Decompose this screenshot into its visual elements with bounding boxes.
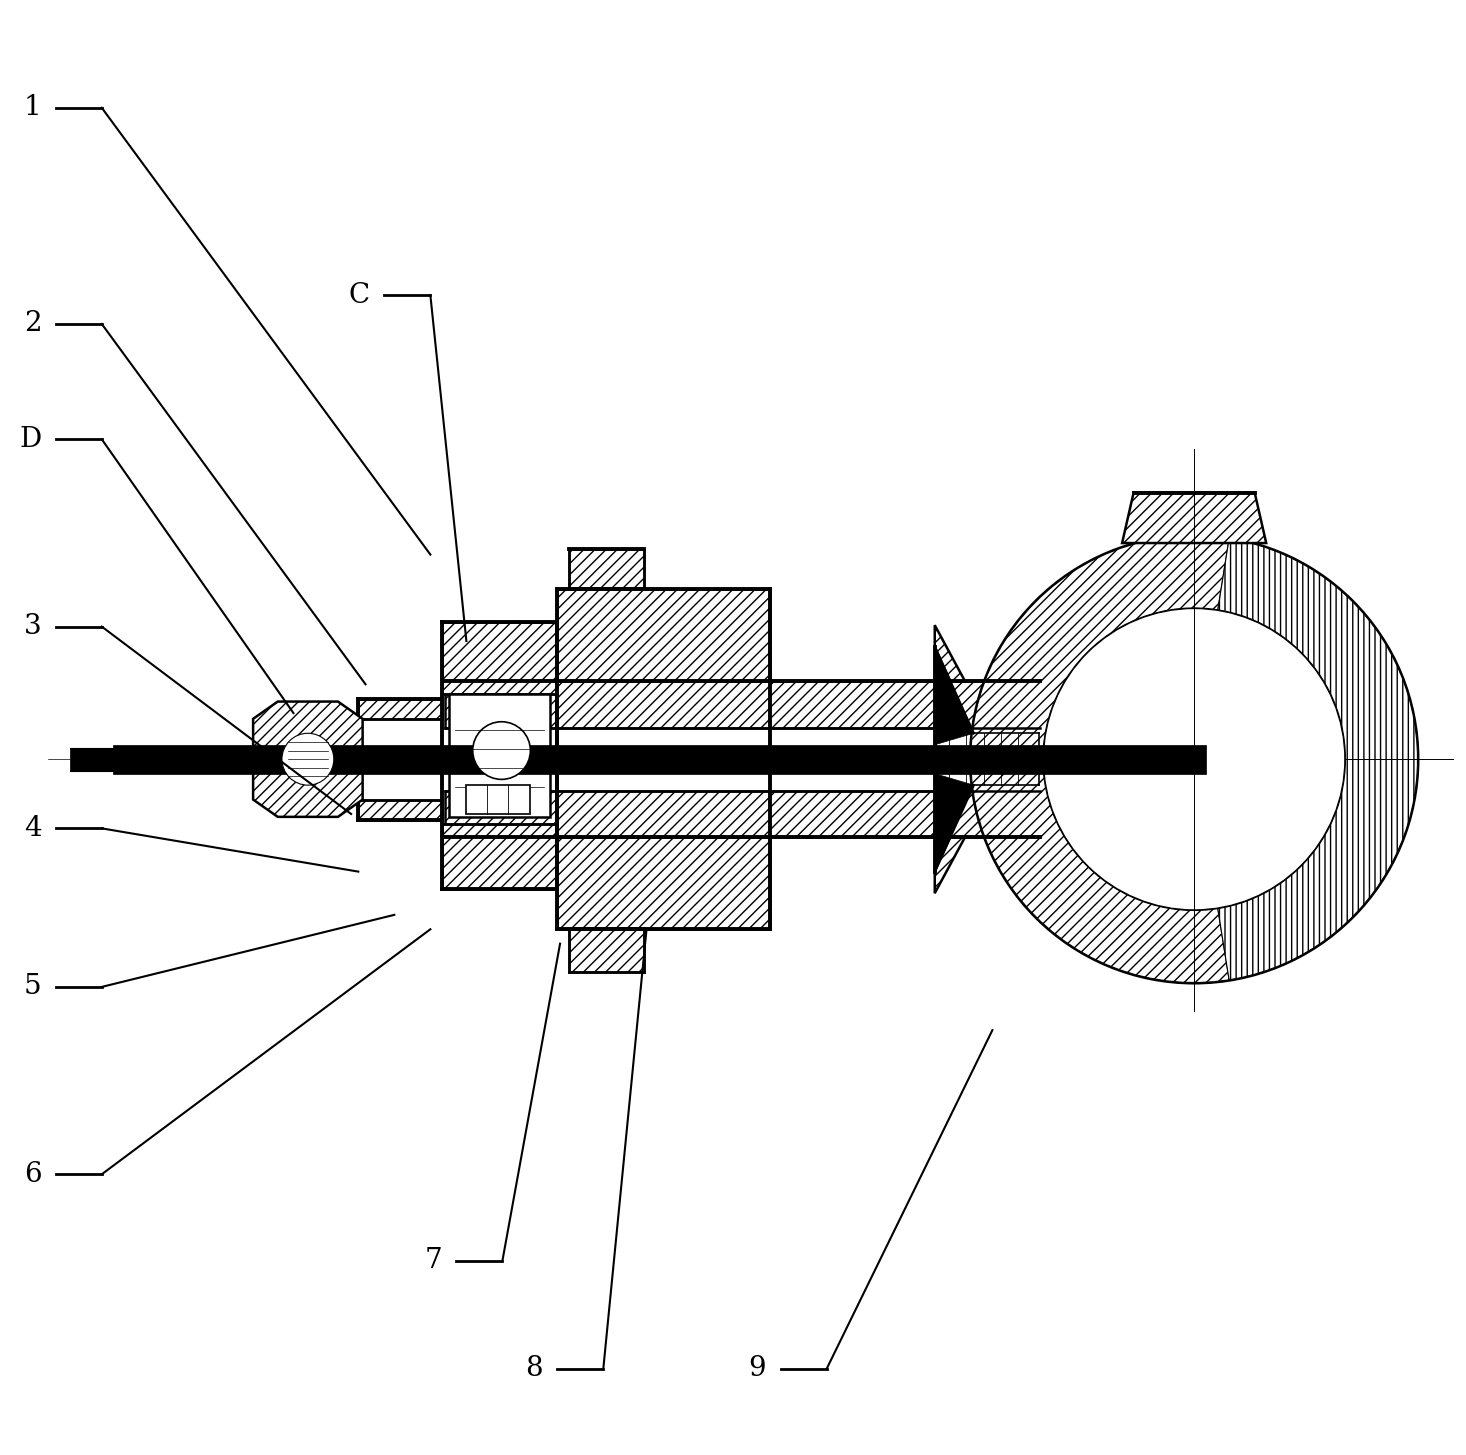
Polygon shape bbox=[935, 774, 973, 872]
Polygon shape bbox=[557, 837, 771, 930]
Polygon shape bbox=[935, 647, 973, 745]
Circle shape bbox=[1042, 608, 1346, 911]
Polygon shape bbox=[935, 626, 973, 733]
Polygon shape bbox=[113, 745, 1205, 774]
Circle shape bbox=[1014, 579, 1374, 940]
Bar bbox=[449, 694, 550, 816]
Polygon shape bbox=[1121, 493, 1267, 543]
Text: 5: 5 bbox=[23, 973, 41, 1001]
Text: 8: 8 bbox=[525, 1355, 542, 1382]
Polygon shape bbox=[358, 698, 441, 719]
Text: D: D bbox=[19, 426, 41, 453]
Polygon shape bbox=[444, 792, 1039, 837]
Text: 6: 6 bbox=[23, 1161, 41, 1187]
Bar bbox=[466, 786, 529, 813]
Polygon shape bbox=[569, 930, 644, 972]
Circle shape bbox=[281, 733, 334, 786]
Text: C: C bbox=[349, 282, 369, 308]
Circle shape bbox=[970, 535, 1418, 982]
Text: 3: 3 bbox=[23, 613, 41, 640]
Polygon shape bbox=[70, 748, 254, 771]
Text: 4: 4 bbox=[23, 815, 41, 842]
Polygon shape bbox=[254, 701, 362, 816]
Polygon shape bbox=[557, 589, 771, 681]
Text: 2: 2 bbox=[23, 310, 41, 338]
Text: 1: 1 bbox=[23, 95, 41, 121]
Polygon shape bbox=[444, 681, 1039, 728]
Text: 7: 7 bbox=[424, 1247, 441, 1275]
Polygon shape bbox=[569, 549, 644, 589]
Polygon shape bbox=[441, 623, 557, 694]
Polygon shape bbox=[1218, 538, 1418, 979]
Text: 9: 9 bbox=[749, 1355, 767, 1382]
Polygon shape bbox=[970, 535, 1229, 982]
Polygon shape bbox=[935, 786, 973, 893]
Polygon shape bbox=[358, 800, 441, 819]
Circle shape bbox=[472, 722, 531, 780]
Polygon shape bbox=[441, 824, 557, 889]
